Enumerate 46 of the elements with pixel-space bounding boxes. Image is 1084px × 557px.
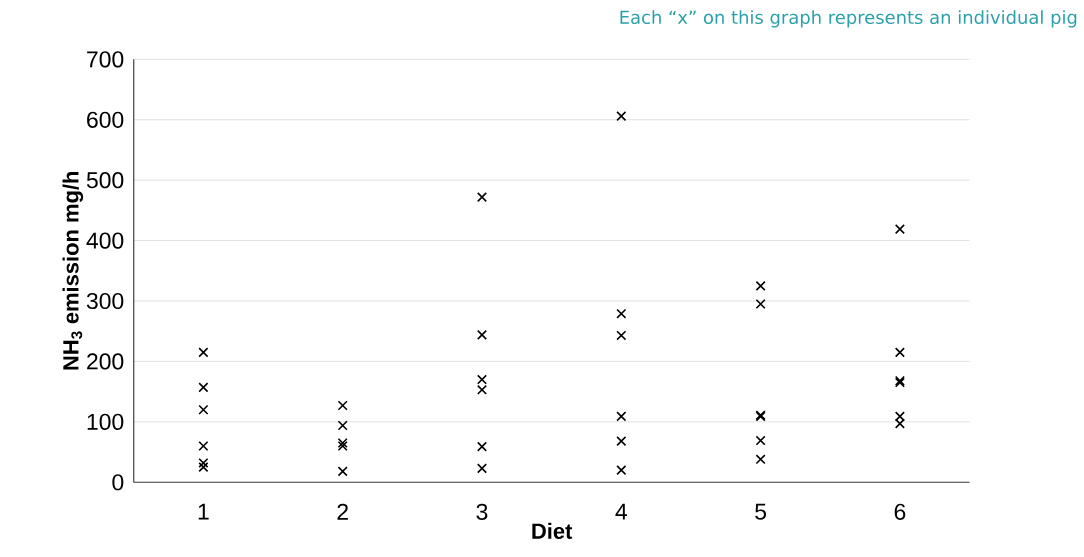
x-axis-title: Diet	[532, 523, 573, 540]
point	[616, 411, 627, 422]
y-tick-label: 300	[86, 293, 124, 310]
point	[616, 436, 627, 447]
y-tick-label: 400	[86, 232, 124, 249]
x-tick-label: 1	[198, 503, 209, 520]
point	[198, 458, 209, 469]
y-tick-label: 700	[87, 51, 124, 68]
y-tick-label: 0	[112, 474, 124, 491]
x-tick-label: 6	[894, 503, 906, 521]
y-tick-label: 100	[87, 413, 124, 431]
point	[755, 281, 766, 292]
point	[476, 441, 488, 452]
point	[755, 299, 766, 310]
text: Each “x” on this graph represents an individual pig	[620, 10, 1077, 28]
point	[476, 385, 488, 396]
x-tick-label: 5	[755, 503, 767, 520]
point	[476, 330, 488, 341]
point	[337, 400, 348, 411]
point	[894, 347, 905, 358]
x-tick-label: 2	[337, 503, 348, 520]
point	[894, 418, 905, 429]
point	[476, 374, 488, 385]
point	[476, 192, 488, 203]
point	[616, 465, 627, 476]
point	[616, 111, 627, 122]
point	[337, 420, 348, 431]
point	[198, 382, 209, 393]
point	[198, 347, 209, 358]
point	[198, 462, 209, 473]
x-tick-label: 3	[476, 503, 488, 521]
y-tick-label: 200	[87, 353, 124, 370]
point	[755, 454, 766, 465]
point	[755, 435, 766, 446]
point	[337, 466, 348, 477]
point	[616, 308, 627, 319]
y-tick-label: 600	[87, 111, 124, 129]
point	[198, 404, 209, 415]
point	[198, 441, 209, 452]
point	[894, 411, 905, 422]
y-tick-label: 500	[86, 172, 124, 189]
x-tick-label: 4	[615, 503, 628, 520]
y-axis-title: NH$_{3}$ emission mg/h	[62, 172, 84, 370]
point	[616, 330, 627, 341]
point	[476, 463, 488, 474]
point	[894, 224, 905, 235]
